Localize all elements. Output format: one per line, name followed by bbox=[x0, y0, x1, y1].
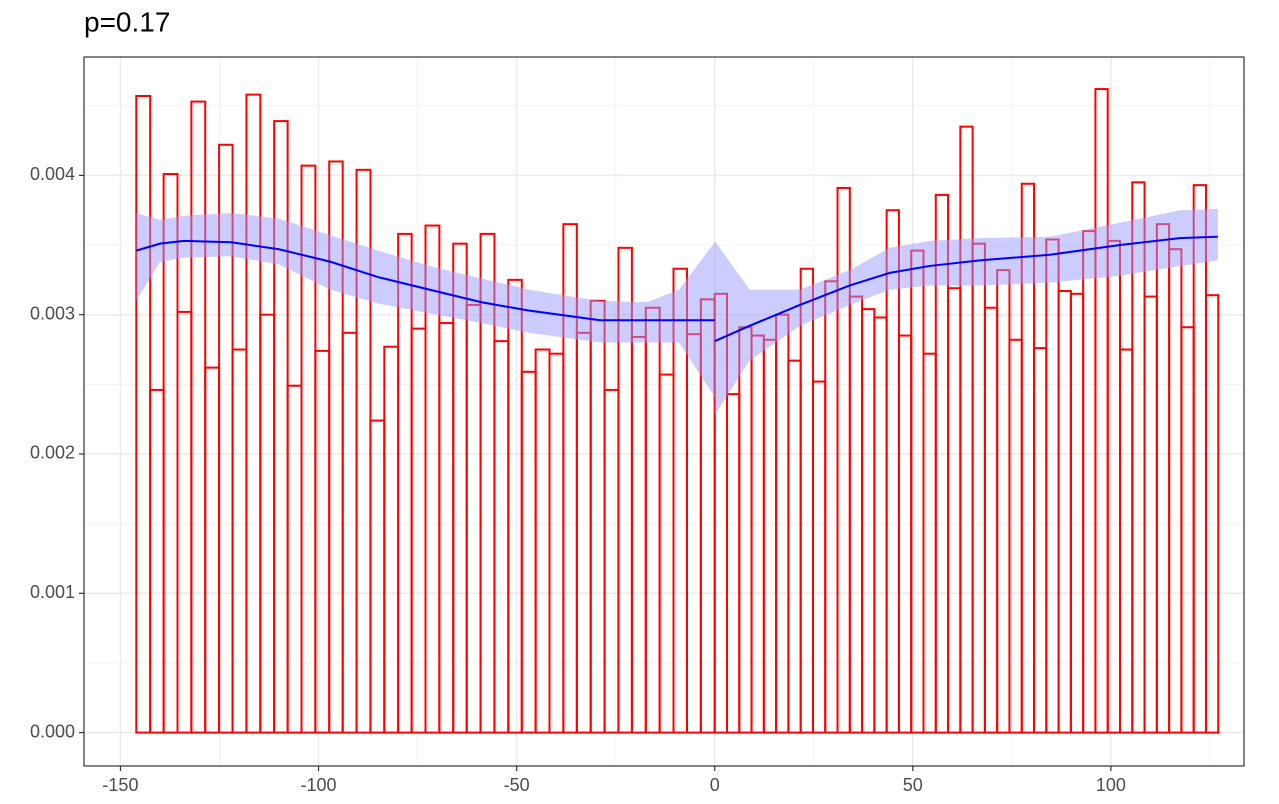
bar bbox=[465, 303, 482, 734]
y-tick-label: 0.001 bbox=[30, 582, 75, 602]
bar bbox=[534, 348, 551, 734]
bar bbox=[824, 280, 839, 734]
bar bbox=[589, 299, 606, 734]
bar bbox=[245, 93, 262, 734]
y-tick-label: 0.003 bbox=[30, 303, 75, 323]
bar bbox=[630, 335, 647, 734]
fit-line bbox=[136, 239, 715, 322]
bar bbox=[383, 345, 400, 734]
bar bbox=[507, 278, 523, 734]
bar bbox=[1057, 290, 1072, 734]
bar bbox=[149, 388, 165, 734]
bar bbox=[1033, 347, 1048, 734]
y-tick-label: 0.002 bbox=[30, 443, 75, 463]
bar bbox=[1008, 338, 1023, 734]
bar bbox=[410, 327, 427, 734]
bar bbox=[922, 352, 937, 734]
bar bbox=[1069, 292, 1085, 734]
x-tick-label: 0 bbox=[710, 775, 720, 795]
bar bbox=[603, 388, 620, 734]
bar bbox=[873, 316, 888, 734]
bar bbox=[811, 380, 827, 734]
bar bbox=[273, 120, 289, 734]
bar bbox=[959, 125, 974, 734]
bar bbox=[1192, 184, 1207, 734]
bar bbox=[341, 331, 358, 734]
y-tick-label: 0.004 bbox=[30, 164, 75, 184]
bar bbox=[493, 340, 510, 734]
bar bbox=[1094, 88, 1109, 734]
bar bbox=[983, 306, 999, 734]
bar bbox=[1155, 223, 1171, 734]
bar bbox=[369, 419, 386, 734]
bar bbox=[685, 333, 702, 734]
bar bbox=[204, 366, 221, 734]
bar bbox=[947, 287, 962, 734]
x-tick-label: -150 bbox=[102, 775, 138, 795]
chart-title: p=0.17 bbox=[84, 6, 170, 37]
bar bbox=[836, 186, 851, 734]
bar bbox=[644, 306, 661, 734]
bar bbox=[1180, 326, 1195, 734]
bar bbox=[1143, 295, 1158, 734]
bar bbox=[286, 384, 303, 734]
fit-line bbox=[714, 235, 1218, 343]
x-tick-label: 100 bbox=[1096, 775, 1126, 795]
bar bbox=[658, 373, 675, 734]
bar bbox=[190, 100, 207, 734]
bar bbox=[897, 334, 913, 734]
bar bbox=[1168, 248, 1183, 734]
y-tick-label: 0.000 bbox=[30, 721, 75, 741]
bar bbox=[1204, 294, 1220, 734]
bar bbox=[725, 393, 741, 734]
bar bbox=[762, 338, 778, 734]
bar bbox=[1082, 230, 1097, 734]
x-tick-label: -50 bbox=[504, 775, 530, 795]
bar bbox=[548, 352, 565, 734]
bar bbox=[750, 334, 765, 734]
bar bbox=[135, 95, 152, 734]
bar bbox=[314, 349, 331, 734]
bar bbox=[1045, 238, 1060, 734]
bar bbox=[861, 308, 876, 734]
bar bbox=[787, 359, 802, 734]
bar bbox=[738, 326, 753, 734]
bar bbox=[520, 370, 537, 734]
confidence-band bbox=[714, 208, 1218, 415]
bar bbox=[231, 348, 248, 734]
panel-border bbox=[83, 56, 1245, 767]
x-tick-label: 50 bbox=[903, 775, 923, 795]
bar bbox=[176, 310, 193, 734]
bar bbox=[1118, 348, 1134, 734]
bar bbox=[971, 242, 986, 734]
bar bbox=[848, 295, 864, 734]
x-tick-label: -100 bbox=[301, 775, 337, 795]
bar bbox=[575, 331, 592, 734]
confidence-band bbox=[136, 213, 715, 397]
